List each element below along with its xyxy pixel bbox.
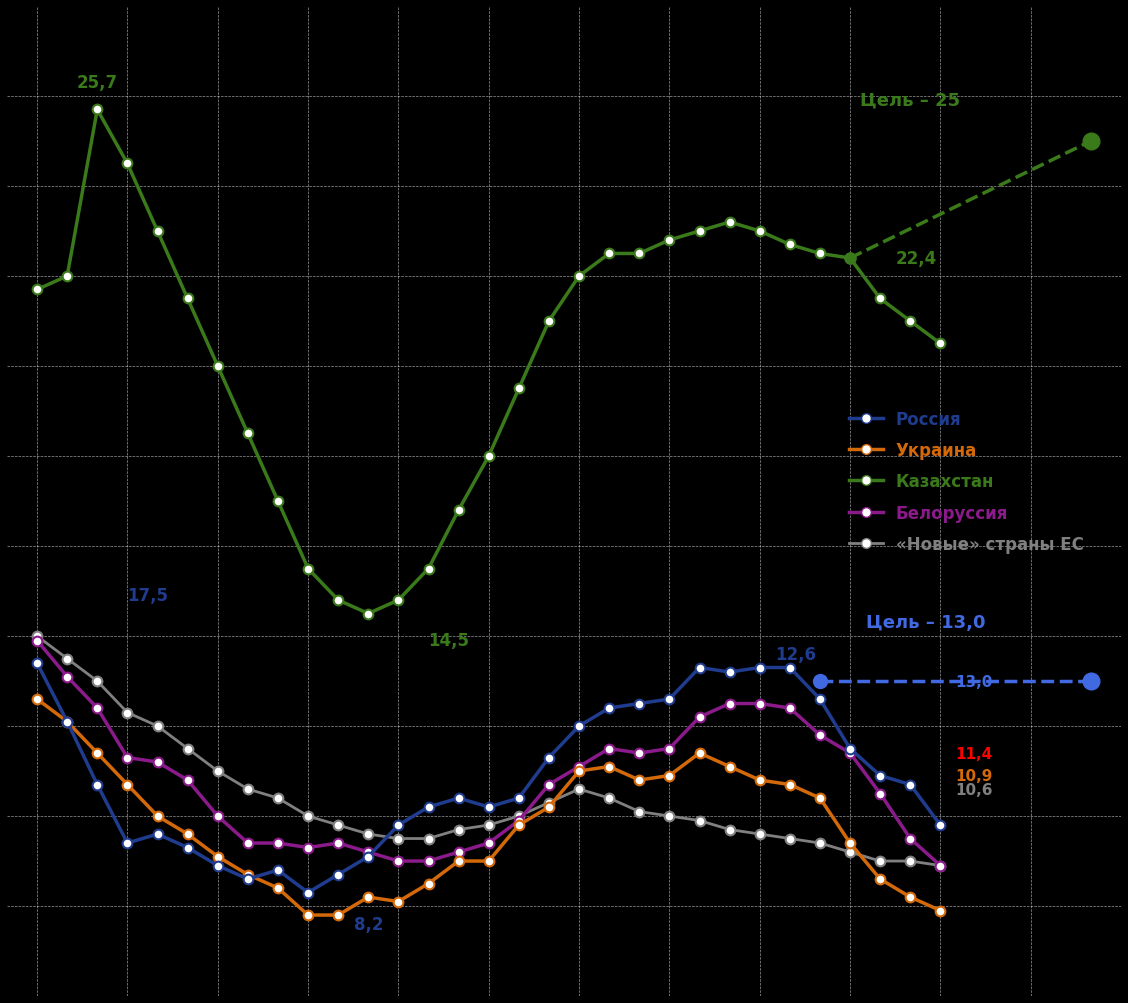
Text: 10,9: 10,9 [955, 768, 993, 783]
Text: 22,4: 22,4 [896, 250, 936, 268]
Text: 10,6: 10,6 [955, 781, 993, 796]
Text: 14,5: 14,5 [429, 631, 469, 649]
Text: 12,6: 12,6 [775, 645, 816, 663]
Text: Цель – 13,0: Цель – 13,0 [865, 614, 985, 631]
Text: 17,5: 17,5 [127, 587, 168, 605]
Text: 25,7: 25,7 [77, 74, 117, 92]
Text: 8,2: 8,2 [353, 915, 384, 933]
Text: Цель – 25: Цель – 25 [861, 92, 960, 110]
Text: 13,0: 13,0 [955, 674, 993, 689]
Text: 11,4: 11,4 [955, 746, 993, 760]
Legend: Россия, Украина, Казахстан, Белоруссия, «Новые» страны ЕС: Россия, Украина, Казахстан, Белоруссия, … [843, 403, 1091, 560]
